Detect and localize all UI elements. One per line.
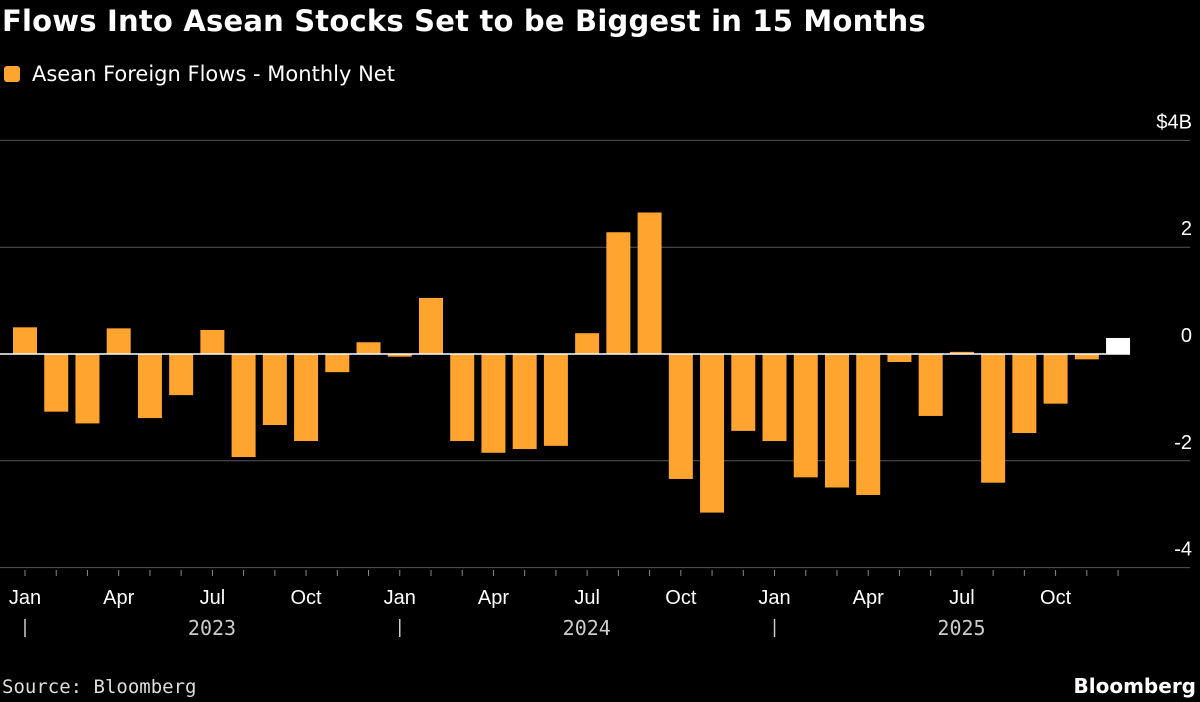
bar (856, 354, 881, 495)
bar (75, 354, 100, 424)
bar (106, 328, 131, 354)
legend-swatch (4, 66, 20, 82)
x-tick-label: Apr (103, 587, 134, 609)
bar (700, 354, 725, 513)
bar (793, 354, 818, 478)
bar (294, 354, 319, 442)
bar (668, 354, 693, 479)
y-tick-label: $4B (1156, 111, 1192, 133)
bar (325, 354, 350, 373)
y-tick-label: -4 (1174, 539, 1192, 561)
bar (512, 354, 537, 450)
bar (887, 354, 912, 363)
bar (137, 354, 162, 419)
bar (387, 354, 412, 357)
bar (450, 354, 475, 442)
y-tick-label: -2 (1174, 432, 1192, 454)
bar (606, 232, 631, 354)
x-tick-label: Jul (574, 587, 600, 609)
source-note: Source: Bloomberg (2, 676, 197, 698)
y-tick-label: 0 (1181, 325, 1192, 347)
bar (1106, 337, 1131, 354)
bar (481, 354, 506, 453)
x-tick-label: Apr (478, 587, 509, 609)
year-label: 2025 (937, 616, 985, 640)
bar (949, 351, 974, 354)
x-tick-label: Apr (853, 587, 884, 609)
x-tick-label: Jan (9, 587, 41, 609)
x-tick-label: Jan (758, 587, 790, 609)
bar (1043, 354, 1068, 404)
legend: Asean Foreign Flows - Monthly Net (4, 62, 395, 86)
bar (543, 354, 568, 446)
bar (169, 354, 194, 396)
bar (200, 329, 225, 354)
bloomberg-logo: Bloomberg (1073, 674, 1196, 698)
bar (918, 354, 943, 416)
x-tick-label: Oct (1040, 587, 1072, 609)
x-tick-label: Oct (291, 587, 323, 609)
x-tick-label: Jan (384, 587, 416, 609)
bar (981, 354, 1006, 483)
legend-label: Asean Foreign Flows - Monthly Net (32, 62, 395, 86)
bar (418, 297, 443, 354)
x-tick-label: Jul (200, 587, 226, 609)
bar (731, 354, 756, 431)
x-tick-label: Jul (949, 587, 975, 609)
year-label: 2024 (563, 616, 611, 640)
bar (824, 354, 849, 488)
bar (356, 342, 381, 354)
bar (1074, 354, 1099, 360)
bar (637, 212, 662, 354)
bar (44, 354, 69, 412)
bar (762, 354, 787, 442)
bar (575, 333, 600, 354)
year-label: 2023 (188, 616, 236, 640)
x-tick-label: Oct (665, 587, 697, 609)
chart-title: Flows Into Asean Stocks Set to be Bigges… (2, 4, 926, 38)
y-tick-label: 2 (1181, 218, 1192, 240)
bar (262, 354, 287, 426)
bar (13, 327, 37, 354)
bar (1012, 354, 1037, 434)
bar (231, 354, 256, 458)
